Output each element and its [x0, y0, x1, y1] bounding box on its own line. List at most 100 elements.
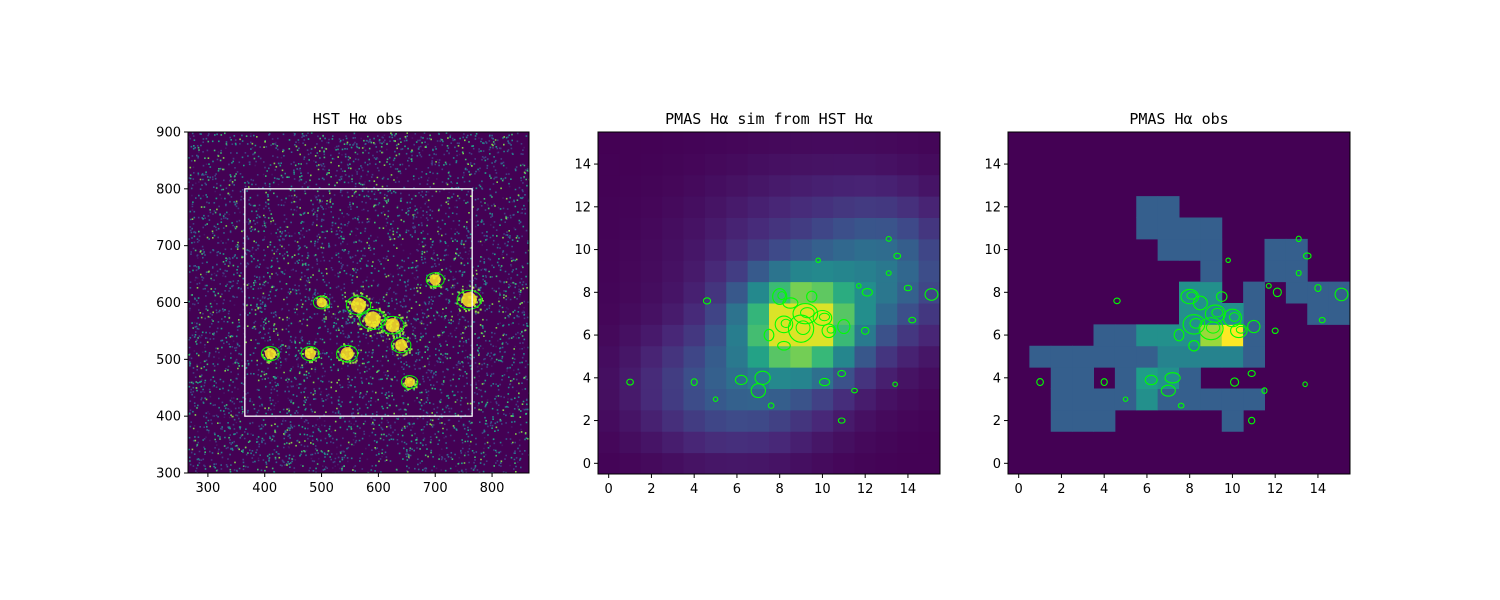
- heatmap-cell: [833, 153, 855, 176]
- heatmap-cell: [918, 367, 941, 389]
- contour-line: [792, 303, 819, 325]
- heatmap-cell: [662, 388, 684, 411]
- heatmap-cell: [683, 196, 706, 218]
- contour-line: [390, 337, 412, 354]
- heatmap-cell: [640, 217, 663, 240]
- heatmap-cell: [875, 217, 898, 240]
- heatmap-cell: [662, 238, 684, 261]
- heatmap-cell: [897, 431, 920, 454]
- heatmap-cell: [640, 260, 663, 283]
- panel-3-xtick-label: 4: [1100, 482, 1108, 497]
- contour-line: [782, 297, 799, 309]
- heatmap-cell: [683, 452, 706, 475]
- heatmap-cell: [704, 260, 727, 283]
- heatmap-cell: [1093, 324, 1116, 347]
- panel-2-plot-area: [598, 132, 941, 475]
- heatmap-cell: [704, 196, 727, 218]
- panel-1-title: HST Hα obs: [313, 110, 403, 128]
- heatmap-cell: [598, 409, 620, 432]
- heatmap-cell: [1200, 238, 1223, 261]
- heatmap-cell: [790, 132, 813, 154]
- heatmap-cell: [769, 409, 791, 432]
- heatmap-cell: [598, 217, 620, 240]
- heatmap-cell: [726, 196, 749, 218]
- heatmap-cell: [875, 238, 898, 261]
- heatmap-cell: [683, 217, 706, 240]
- heatmap-cell: [1285, 281, 1308, 304]
- heatmap-cell: [683, 174, 706, 197]
- panel-2-ytick-label: 6: [583, 329, 591, 344]
- heatmap-cell: [598, 345, 620, 368]
- contour-line: [1261, 387, 1268, 394]
- heatmap-cell: [811, 388, 834, 411]
- heatmap-cell: [1285, 238, 1308, 261]
- heatmap-cell: [854, 409, 877, 432]
- contour-line: [1265, 283, 1272, 289]
- heatmap-cell: [683, 409, 706, 432]
- heatmap-cell: [1243, 388, 1265, 411]
- heatmap-cell: [598, 324, 620, 347]
- contour-line: [690, 378, 698, 386]
- heatmap-cell: [854, 238, 877, 261]
- heatmap-cell: [897, 388, 920, 411]
- contour-line: [1235, 325, 1246, 334]
- heatmap-cell: [897, 367, 920, 389]
- bright-region: [336, 343, 359, 365]
- heatmap-cell: [790, 303, 813, 325]
- panel-1-axes: 300 400 500 600 700 800 300 400 500 600 700 800 900: [156, 126, 530, 496]
- heatmap-cell: [854, 345, 877, 368]
- heatmap-cell: [726, 431, 749, 454]
- heatmap-cell: [854, 303, 877, 325]
- heatmap-cell: [619, 367, 642, 389]
- heatmap-cell: [1050, 367, 1073, 389]
- contour-line: [818, 312, 831, 322]
- heatmap-cell: [918, 132, 941, 154]
- contour-line: [1247, 370, 1256, 378]
- panel-2-xtick-label: 10: [814, 482, 831, 497]
- heatmap-cell: [854, 260, 877, 283]
- heatmap-cell: [811, 196, 834, 218]
- heatmap-cell: [747, 217, 770, 240]
- heatmap-cell: [875, 431, 898, 454]
- heatmap-cell: [790, 174, 813, 197]
- heatmap-cell: [769, 174, 791, 197]
- panel-3-ytick-label: 8: [993, 286, 1001, 301]
- bright-region-core: [364, 311, 381, 328]
- heatmap-cell: [747, 281, 770, 304]
- heatmap-cell: [769, 153, 791, 176]
- heatmap-cell: [598, 367, 620, 389]
- heatmap-cell: [1136, 217, 1159, 240]
- heatmap-cell: [683, 324, 706, 347]
- contour-line: [924, 288, 939, 301]
- panel-3-xtick-label: 10: [1224, 482, 1241, 497]
- heatmap-cell: [747, 303, 770, 325]
- contour-line: [345, 295, 372, 316]
- heatmap-cell: [619, 281, 642, 304]
- heatmap-cell: [1157, 238, 1180, 261]
- heatmap-cell: [704, 153, 727, 176]
- heatmap-cell: [747, 196, 770, 218]
- heatmap-cell: [1093, 345, 1116, 368]
- heatmap-cell: [619, 409, 642, 432]
- heatmap-cell: [1136, 345, 1159, 368]
- heatmap-cell: [747, 132, 770, 154]
- heatmap-cell: [833, 217, 855, 240]
- panel-3-title: PMAS Hα obs: [1129, 110, 1228, 128]
- panel-pmas-sim: PMAS Hα sim from HST Hα 0 2 4 6 8 10 12 14 0 2 4 6 8…: [574, 110, 941, 497]
- contour-line: [260, 346, 280, 362]
- heatmap-cell: [1136, 324, 1159, 347]
- heatmap-cell: [662, 409, 684, 432]
- heatmap-cell: [1114, 324, 1137, 347]
- heatmap-cell: [1093, 409, 1116, 432]
- heatmap-cell: [1157, 345, 1180, 368]
- heatmap-cell: [704, 281, 727, 304]
- contour-line: [1205, 321, 1221, 334]
- heatmap-cell: [747, 431, 770, 454]
- contour-line: [837, 369, 847, 378]
- contour-line: [855, 283, 862, 289]
- heatmap-cell: [1072, 345, 1094, 368]
- panel-3-ytick-label: 12: [984, 200, 1001, 215]
- heatmap-cell: [769, 452, 791, 475]
- heatmap-cell: [811, 431, 834, 454]
- heatmap-cell: [1243, 281, 1265, 304]
